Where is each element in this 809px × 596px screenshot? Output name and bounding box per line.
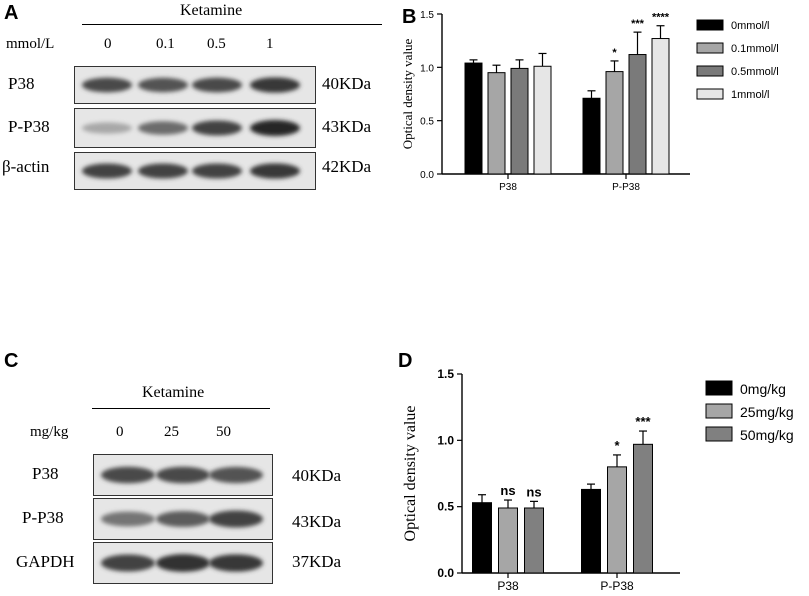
x-tick-label: P38 bbox=[497, 579, 519, 593]
significance-label: ns bbox=[500, 483, 515, 498]
y-tick-label: 1.0 bbox=[437, 433, 454, 447]
x-tick-label: P38 bbox=[499, 182, 517, 193]
blot-band bbox=[250, 120, 300, 136]
blot-row-label: GAPDH bbox=[16, 552, 75, 571]
lane-label: 0.5 bbox=[207, 36, 226, 52]
blot-band bbox=[192, 163, 242, 179]
blot-band bbox=[101, 466, 155, 484]
y-axis-label: Optical density value bbox=[402, 406, 419, 542]
y-tick-label: 1.0 bbox=[420, 63, 434, 74]
panel-letter-b: B bbox=[402, 6, 417, 28]
molecular-weight-label: 43KDa bbox=[322, 117, 372, 136]
blot-band bbox=[209, 466, 263, 484]
treatment-line-c bbox=[92, 408, 270, 409]
y-tick-label: 0.0 bbox=[437, 566, 454, 580]
blot-row-label: P38 bbox=[8, 74, 35, 93]
blot-strip bbox=[93, 542, 273, 584]
blot-row-label: P-P38 bbox=[22, 508, 64, 527]
bar bbox=[472, 502, 492, 574]
legend-swatch bbox=[696, 42, 724, 54]
molecular-weight-label: 37KDa bbox=[292, 552, 342, 571]
blot-band bbox=[82, 122, 132, 134]
panel-letter-a: A bbox=[4, 2, 19, 24]
molecular-weight-label: 40KDa bbox=[322, 74, 372, 93]
blot-row-label: P38 bbox=[32, 464, 59, 483]
bar bbox=[633, 443, 653, 574]
lane-label: 1 bbox=[266, 36, 274, 52]
bar-chart-b: 0.0 0.5 1.0 1.5 Optical density value P38 P-P3… bbox=[400, 10, 779, 193]
blot-band bbox=[192, 77, 242, 93]
lane-label: 25 bbox=[164, 424, 179, 440]
y-tick-label: 1.5 bbox=[420, 10, 434, 21]
bar bbox=[581, 488, 601, 574]
legend-label: 25mg/kg bbox=[740, 404, 794, 420]
legend-label: 1mmol/l bbox=[731, 89, 770, 101]
y-tick-label: 0.5 bbox=[437, 500, 454, 514]
blot-band bbox=[250, 163, 300, 179]
bar bbox=[498, 507, 518, 574]
treatment-label-c: Ketamine bbox=[142, 384, 205, 401]
significance-label: * bbox=[612, 47, 617, 59]
y-tick-label: 1.5 bbox=[437, 367, 454, 381]
panel-letter-c: C bbox=[4, 350, 19, 372]
lane-label: 0 bbox=[116, 424, 124, 440]
legend-swatch bbox=[705, 380, 733, 396]
significance-label: * bbox=[614, 438, 620, 453]
blot-band bbox=[209, 510, 263, 528]
blot-band bbox=[138, 77, 188, 93]
legend-swatch bbox=[696, 19, 724, 31]
blot-strip bbox=[93, 454, 273, 496]
legend-label: 50mg/kg bbox=[740, 427, 794, 443]
blot-strip bbox=[74, 152, 316, 190]
legend-swatch bbox=[696, 88, 724, 100]
significance-label: ns bbox=[526, 484, 541, 499]
bar bbox=[524, 507, 544, 574]
blot-band bbox=[250, 77, 300, 93]
legend-label: 0mg/kg bbox=[740, 381, 786, 397]
y-axis-label: Optical density value bbox=[400, 39, 415, 150]
blot-band bbox=[156, 511, 210, 527]
molecular-weight-label: 43KDa bbox=[292, 512, 342, 531]
significance-label: **** bbox=[652, 12, 670, 24]
treatment-label-a: Ketamine bbox=[180, 2, 243, 19]
blot-strip bbox=[74, 108, 316, 148]
molecular-weight-label: 42KDa bbox=[322, 157, 372, 176]
legend-label: 0.5mmol/l bbox=[731, 66, 779, 78]
lane-label: 0 bbox=[104, 36, 112, 52]
blot-band bbox=[101, 554, 155, 572]
lane-label: 0.1 bbox=[156, 36, 175, 52]
unit-label-c: mg/kg bbox=[30, 424, 69, 440]
legend-swatch bbox=[705, 403, 733, 419]
legend-label: 0.1mmol/l bbox=[731, 43, 779, 55]
blot-band bbox=[156, 466, 210, 484]
blot-band bbox=[82, 77, 132, 93]
x-tick-label: P-P38 bbox=[612, 182, 640, 193]
blot-strip bbox=[74, 66, 316, 104]
blot-row-label: P-P38 bbox=[8, 117, 50, 136]
x-tick-label: P-P38 bbox=[600, 579, 634, 593]
significance-label: *** bbox=[631, 18, 645, 30]
blot-band bbox=[138, 121, 188, 135]
molecular-weight-label: 40KDa bbox=[292, 466, 342, 485]
blot-band bbox=[138, 163, 188, 179]
blot-band bbox=[82, 163, 132, 179]
treatment-line-a bbox=[82, 24, 382, 25]
legend-label: 0mmol/l bbox=[731, 20, 770, 32]
blot-band bbox=[209, 554, 263, 572]
blot-band bbox=[156, 554, 210, 572]
blot-row-label: β-actin bbox=[2, 157, 50, 176]
panel-letter-d: D bbox=[398, 350, 413, 372]
blot-strip bbox=[93, 498, 273, 540]
lane-label: 50 bbox=[216, 424, 231, 440]
blot-band bbox=[192, 120, 242, 136]
y-tick-label: 0.0 bbox=[420, 170, 434, 181]
significance-label: *** bbox=[635, 414, 651, 429]
legend-swatch bbox=[705, 426, 733, 442]
bar bbox=[607, 466, 627, 574]
blot-band bbox=[101, 511, 155, 527]
legend-swatch bbox=[696, 65, 724, 77]
unit-label-a: mmol/L bbox=[6, 36, 55, 52]
y-tick-label: 0.5 bbox=[420, 117, 434, 128]
